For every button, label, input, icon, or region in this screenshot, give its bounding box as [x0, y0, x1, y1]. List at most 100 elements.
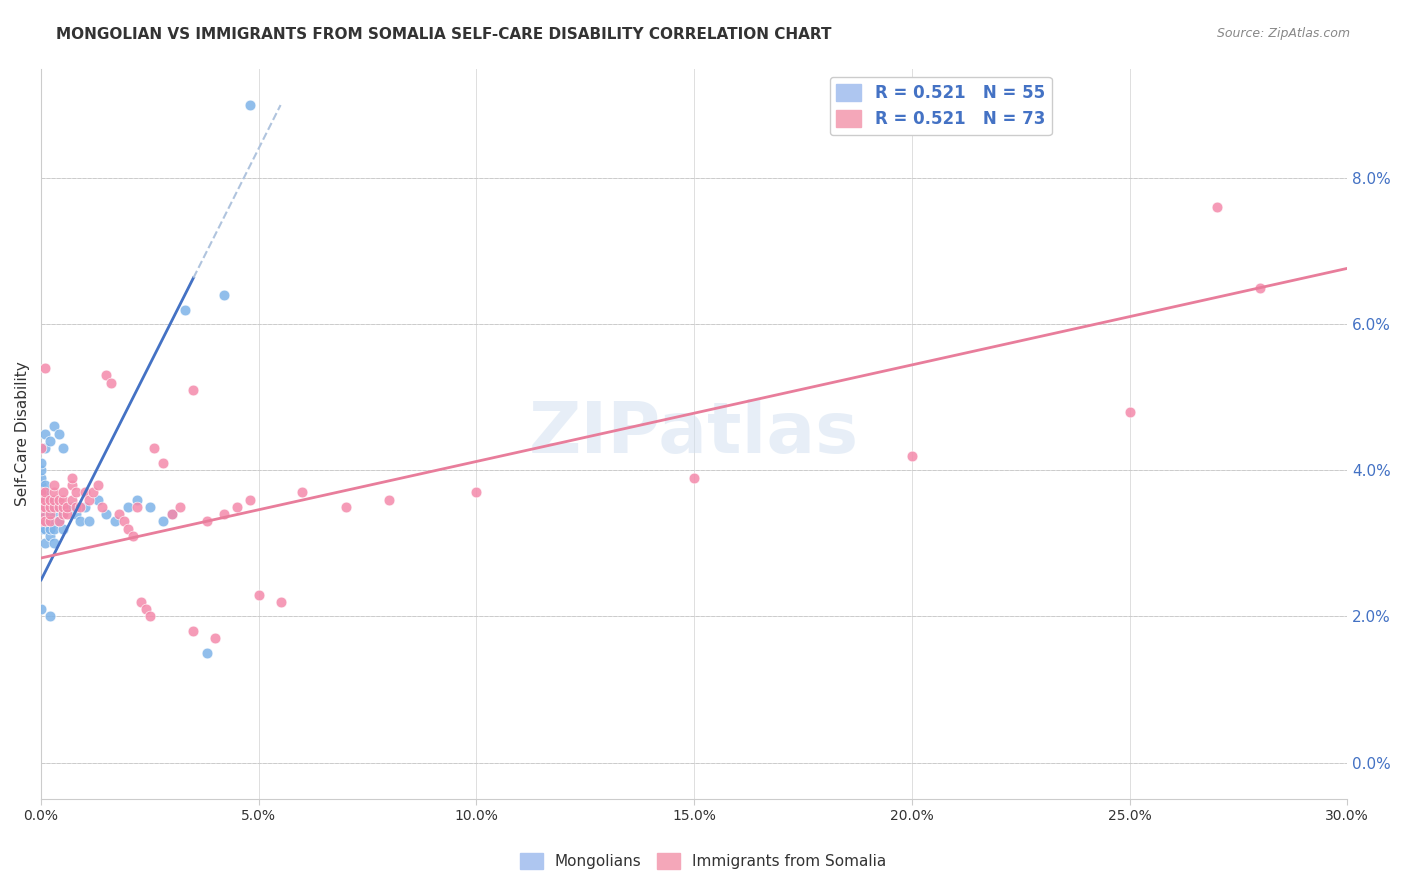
Point	[52, 507, 75, 521]
Point	[52, 522, 75, 536]
Point	[129, 595, 152, 609]
Point	[91, 500, 114, 514]
Point	[96, 368, 118, 383]
Point	[48, 500, 70, 514]
Point	[86, 478, 108, 492]
Point	[44, 500, 66, 514]
Point	[38, 609, 60, 624]
Point	[139, 609, 162, 624]
Point	[34, 485, 56, 500]
Point	[1205, 200, 1227, 214]
Point	[52, 485, 75, 500]
Point	[44, 500, 66, 514]
Point	[48, 515, 70, 529]
Point	[52, 507, 75, 521]
Point	[212, 507, 235, 521]
Point	[44, 536, 66, 550]
Point	[69, 500, 91, 514]
Legend: Mongolians, Immigrants from Somalia: Mongolians, Immigrants from Somalia	[513, 847, 893, 875]
Point	[52, 492, 75, 507]
Point	[60, 470, 83, 484]
Point	[30, 492, 52, 507]
Point	[247, 587, 270, 601]
Point	[38, 529, 60, 543]
Point	[30, 456, 52, 470]
Point	[73, 485, 96, 500]
Point	[195, 646, 218, 660]
Point	[60, 492, 83, 507]
Point	[335, 500, 357, 514]
Point	[56, 500, 79, 514]
Point	[30, 470, 52, 484]
Point	[104, 515, 127, 529]
Point	[160, 507, 183, 521]
Point	[30, 522, 52, 536]
Point	[30, 485, 52, 500]
Point	[44, 478, 66, 492]
Point	[30, 463, 52, 477]
Point	[30, 602, 52, 616]
Point	[34, 515, 56, 529]
Text: ZIPatlas: ZIPatlas	[529, 400, 859, 468]
Point	[1249, 281, 1271, 295]
Point	[34, 500, 56, 514]
Point	[30, 485, 52, 500]
Point	[183, 383, 205, 397]
Point	[169, 500, 191, 514]
Point	[65, 485, 87, 500]
Point	[34, 361, 56, 376]
Point	[34, 536, 56, 550]
Point	[38, 492, 60, 507]
Point	[56, 507, 79, 521]
Point	[38, 515, 60, 529]
Point	[152, 456, 174, 470]
Point	[44, 522, 66, 536]
Point	[239, 492, 262, 507]
Point	[117, 500, 139, 514]
Point	[378, 492, 401, 507]
Point	[152, 515, 174, 529]
Point	[30, 500, 52, 514]
Point	[38, 434, 60, 449]
Point	[34, 492, 56, 507]
Point	[270, 595, 292, 609]
Point	[30, 500, 52, 514]
Point	[108, 507, 131, 521]
Point	[65, 507, 87, 521]
Point	[38, 515, 60, 529]
Point	[125, 500, 148, 514]
Point	[139, 500, 162, 514]
Point	[173, 302, 195, 317]
Point	[112, 515, 135, 529]
Point	[34, 515, 56, 529]
Point	[86, 492, 108, 507]
Legend: R = 0.521   N = 55, R = 0.521   N = 73: R = 0.521 N = 55, R = 0.521 N = 73	[830, 77, 1052, 135]
Point	[38, 500, 60, 514]
Point	[44, 492, 66, 507]
Point	[901, 449, 924, 463]
Point	[44, 507, 66, 521]
Point	[38, 500, 60, 514]
Point	[30, 492, 52, 507]
Point	[65, 500, 87, 514]
Y-axis label: Self-Care Disability: Self-Care Disability	[15, 361, 30, 506]
Point	[96, 507, 118, 521]
Point	[34, 522, 56, 536]
Point	[44, 485, 66, 500]
Point	[183, 624, 205, 638]
Point	[73, 500, 96, 514]
Point	[60, 500, 83, 514]
Point	[465, 485, 488, 500]
Point	[77, 515, 100, 529]
Text: Source: ZipAtlas.com: Source: ZipAtlas.com	[1216, 27, 1350, 40]
Point	[38, 492, 60, 507]
Point	[48, 500, 70, 514]
Point	[204, 632, 226, 646]
Text: MONGOLIAN VS IMMIGRANTS FROM SOMALIA SELF-CARE DISABILITY CORRELATION CHART: MONGOLIAN VS IMMIGRANTS FROM SOMALIA SEL…	[56, 27, 832, 42]
Point	[291, 485, 314, 500]
Point	[34, 485, 56, 500]
Point	[34, 500, 56, 514]
Point	[195, 515, 218, 529]
Point	[52, 442, 75, 456]
Point	[30, 507, 52, 521]
